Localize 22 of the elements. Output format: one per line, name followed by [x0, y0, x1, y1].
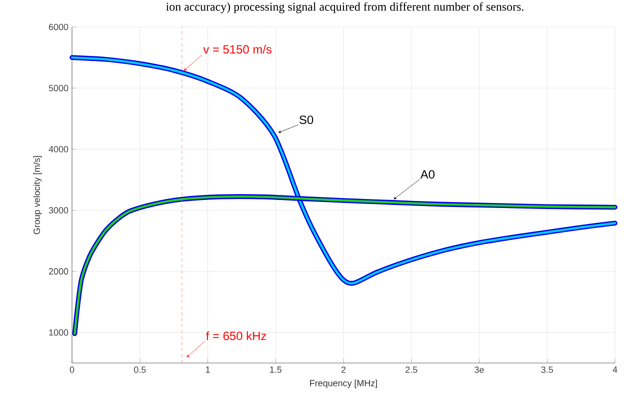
text: ion accuracy) processing signal acquired from different number of sensors. — [166, 2, 524, 14]
y-axis-title: Group velocity [m/s] — [33, 156, 42, 234]
x-tick-label: 1 — [206, 366, 210, 373]
x-tick-label: 3.5 — [541, 366, 553, 373]
text: S0 — [300, 116, 314, 124]
y-tick-label: 5000 — [48, 84, 68, 92]
annotation: f = 650 kHz — [206, 331, 266, 340]
x-axis-title: Frequency [MHz] — [310, 380, 377, 388]
y-tick-label: 3000 — [48, 207, 68, 214]
x-tick-label: 0.5 — [134, 366, 146, 373]
x-tick-label: 4 — [612, 366, 618, 373]
text: A0 — [420, 170, 435, 179]
x-tick-label: 0 — [70, 366, 74, 373]
x-tick-label: 2.5 — [406, 366, 418, 373]
annotation: v = 5150 m/s — [203, 44, 272, 54]
x-tick-label: 1.5 — [270, 366, 282, 373]
y-tick-label: 2000 — [48, 268, 68, 275]
y-tick-label: 4000 — [48, 146, 68, 152]
x-tick-label: 3e — [474, 366, 484, 373]
y-tick-label: 1000 — [49, 329, 68, 336]
y-tick-label: 6000 — [48, 24, 68, 30]
x-tick-label: 2 — [341, 366, 346, 373]
